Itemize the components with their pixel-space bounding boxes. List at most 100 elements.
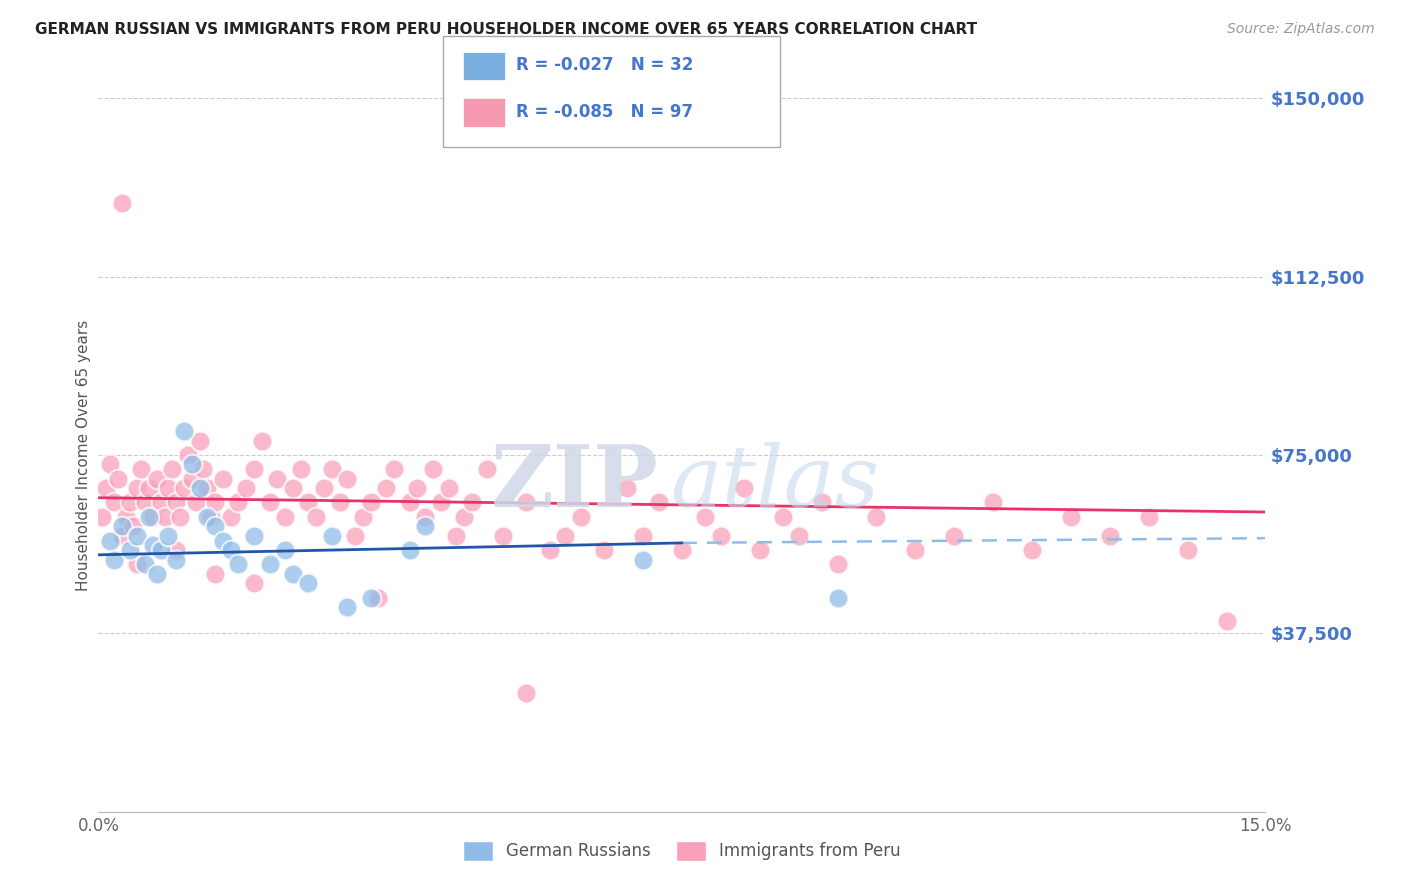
Point: [200, 509, 222, 524]
Point: [149, 543, 172, 558]
Point: [981, 495, 1004, 509]
Point: [259, 558, 281, 572]
Point: [593, 543, 616, 558]
Point: [204, 566, 226, 581]
Point: [165, 543, 187, 558]
Text: GERMAN RUSSIAN VS IMMIGRANTS FROM PERU HOUSEHOLDER INCOME OVER 65 YEARS CORRELAT: GERMAN RUSSIAN VS IMMIGRANTS FROM PERU H…: [35, 22, 977, 37]
Point: [195, 509, 218, 524]
Point: [98, 533, 121, 548]
Point: [157, 481, 180, 495]
Point: [114, 509, 136, 524]
Point: [91, 509, 114, 524]
Point: [146, 472, 169, 486]
Point: [134, 558, 156, 572]
Point: [321, 529, 343, 543]
Point: [733, 481, 755, 495]
Point: [297, 495, 319, 509]
Point: [153, 509, 176, 524]
Point: [827, 591, 849, 605]
Point: [382, 462, 405, 476]
Point: [360, 591, 382, 605]
Point: [398, 495, 420, 509]
Point: [1137, 509, 1160, 524]
Point: [118, 495, 141, 509]
Point: [312, 481, 335, 495]
Point: [569, 509, 592, 524]
Point: [138, 509, 160, 524]
Point: [367, 591, 389, 605]
Point: [212, 472, 235, 486]
Point: [122, 519, 145, 533]
Point: [671, 543, 693, 558]
Point: [188, 434, 211, 448]
Point: [146, 566, 169, 581]
Point: [204, 495, 226, 509]
Point: [193, 462, 215, 476]
Text: atlas: atlas: [671, 442, 879, 524]
Y-axis label: Householder Income Over 65 years: Householder Income Over 65 years: [76, 319, 91, 591]
Point: [538, 543, 561, 558]
Point: [710, 529, 733, 543]
Point: [165, 495, 187, 509]
Point: [243, 529, 266, 543]
Point: [103, 552, 125, 566]
Point: [647, 495, 669, 509]
Point: [118, 543, 141, 558]
Point: [274, 509, 297, 524]
Point: [413, 509, 436, 524]
Point: [515, 686, 537, 700]
Point: [375, 481, 398, 495]
Point: [344, 529, 367, 543]
Point: [1060, 509, 1083, 524]
Point: [180, 472, 202, 486]
Point: [250, 434, 273, 448]
Text: Source: ZipAtlas.com: Source: ZipAtlas.com: [1227, 22, 1375, 37]
Point: [281, 566, 304, 581]
Point: [259, 495, 281, 509]
Point: [142, 538, 165, 552]
Point: [336, 472, 359, 486]
Point: [631, 552, 654, 566]
Point: [188, 481, 211, 495]
Point: [943, 529, 966, 543]
Point: [865, 509, 887, 524]
Legend: German Russians, Immigrants from Peru: German Russians, Immigrants from Peru: [456, 834, 908, 868]
Point: [212, 533, 235, 548]
Point: [157, 529, 180, 543]
Point: [134, 495, 156, 509]
Point: [631, 529, 654, 543]
Point: [127, 481, 149, 495]
Point: [336, 600, 359, 615]
Point: [515, 495, 537, 509]
Point: [96, 481, 118, 495]
Point: [1215, 615, 1237, 629]
Point: [290, 462, 312, 476]
Point: [177, 448, 200, 462]
Point: [169, 509, 191, 524]
Point: [204, 519, 226, 533]
Text: ZIP: ZIP: [491, 442, 658, 525]
Point: [195, 481, 218, 495]
Point: [437, 481, 460, 495]
Point: [138, 481, 160, 495]
Point: [297, 576, 319, 591]
Point: [162, 462, 184, 476]
Point: [352, 509, 374, 524]
Point: [1177, 543, 1199, 558]
Point: [827, 558, 849, 572]
Point: [360, 495, 382, 509]
Point: [274, 543, 297, 558]
Point: [149, 495, 172, 509]
Point: [173, 424, 195, 438]
Point: [904, 543, 927, 558]
Point: [228, 495, 250, 509]
Point: [554, 529, 576, 543]
Point: [103, 495, 125, 509]
Point: [492, 529, 515, 543]
Point: [321, 462, 343, 476]
Point: [616, 481, 638, 495]
Point: [477, 462, 499, 476]
Point: [422, 462, 444, 476]
Point: [266, 472, 288, 486]
Point: [98, 458, 121, 472]
